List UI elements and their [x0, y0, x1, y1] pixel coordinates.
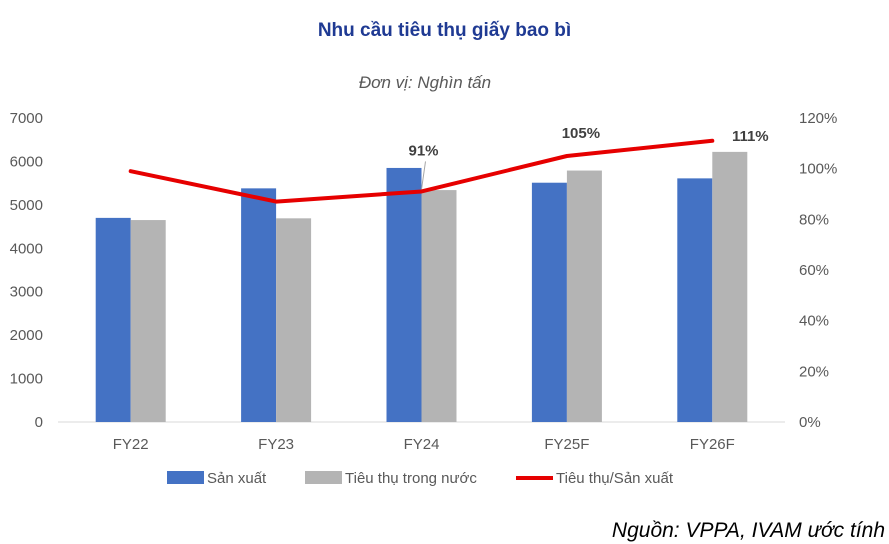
data-label-fy24: 91%	[408, 142, 438, 159]
y-tick-label: 7000	[10, 110, 43, 127]
y2-tick-label: 80%	[799, 211, 829, 228]
y-tick-label: 1000	[10, 371, 43, 388]
bar-tieu-thu-fy26f	[712, 151, 748, 423]
y2-tick-label: 40%	[799, 313, 829, 330]
y2-tick-label: 0%	[799, 414, 821, 431]
ratio-line	[128, 138, 715, 204]
source-note: Nguồn: VPPA, IVAM ước tính	[611, 519, 885, 542]
ratio-line-group	[128, 138, 715, 204]
x-tick-label: FY25F	[544, 436, 589, 453]
y2-tick-label: 20%	[799, 363, 829, 380]
y-axis-left: 7000 6000 5000 4000 3000 2000 1000 0	[10, 110, 43, 431]
x-tick-label: FY26F	[690, 436, 735, 453]
y2-tick-label: 120%	[799, 110, 837, 127]
label-leaders	[421, 161, 426, 190]
x-tick-label: FY23	[258, 436, 294, 453]
x-tick-label: FY24	[404, 436, 440, 453]
y2-tick-label: 60%	[799, 262, 829, 279]
bars-group	[95, 151, 748, 423]
data-labels: 91% 105% 111%	[408, 125, 768, 159]
bar-san-xuat-fy22	[95, 217, 131, 422]
y2-tick-label: 100%	[799, 161, 837, 178]
chart-subtitle: Đơn vị: Nghìn tấn	[358, 73, 492, 92]
y-tick-label: 2000	[10, 327, 43, 344]
legend: Sản xuất Tiêu thụ trong nước Tiêu thụ/Sản …	[167, 470, 674, 487]
y-tick-label: 6000	[10, 153, 43, 170]
y-tick-label: 5000	[10, 197, 43, 214]
bar-san-xuat-fy26f	[677, 178, 713, 422]
bar-tieu-thu-fy24	[421, 190, 457, 422]
legend-label: Sản xuất	[207, 470, 267, 487]
data-label-fy26f: 111%	[732, 128, 769, 145]
label-leader-line	[421, 161, 426, 190]
legend-swatch	[167, 471, 204, 484]
bar-tieu-thu-fy22	[130, 220, 166, 422]
x-axis: FY22 FY23 FY24 FY25F FY26F	[113, 436, 735, 453]
legend-label: Tiêu thụ trong nước	[345, 470, 477, 487]
legend-label: Tiêu thụ/Sản xuất	[556, 470, 674, 487]
chart-title: Nhu cầu tiêu thụ giấy bao bì	[317, 20, 572, 41]
y-axis-right: 120% 100% 80% 60% 40% 20% 0%	[799, 110, 837, 431]
bar-tieu-thu-fy25f	[566, 170, 602, 422]
y-tick-label: 3000	[10, 284, 43, 301]
y-tick-label: 0	[35, 414, 43, 431]
legend-swatch	[305, 471, 342, 484]
bar-san-xuat-fy23	[241, 188, 277, 422]
y-tick-label: 4000	[10, 240, 43, 257]
x-tick-label: FY22	[113, 436, 149, 453]
bar-san-xuat-fy25f	[531, 182, 567, 422]
data-label-fy25f: 105%	[562, 125, 600, 142]
bar-san-xuat-fy24	[386, 167, 422, 422]
bar-tieu-thu-fy23	[276, 218, 312, 422]
